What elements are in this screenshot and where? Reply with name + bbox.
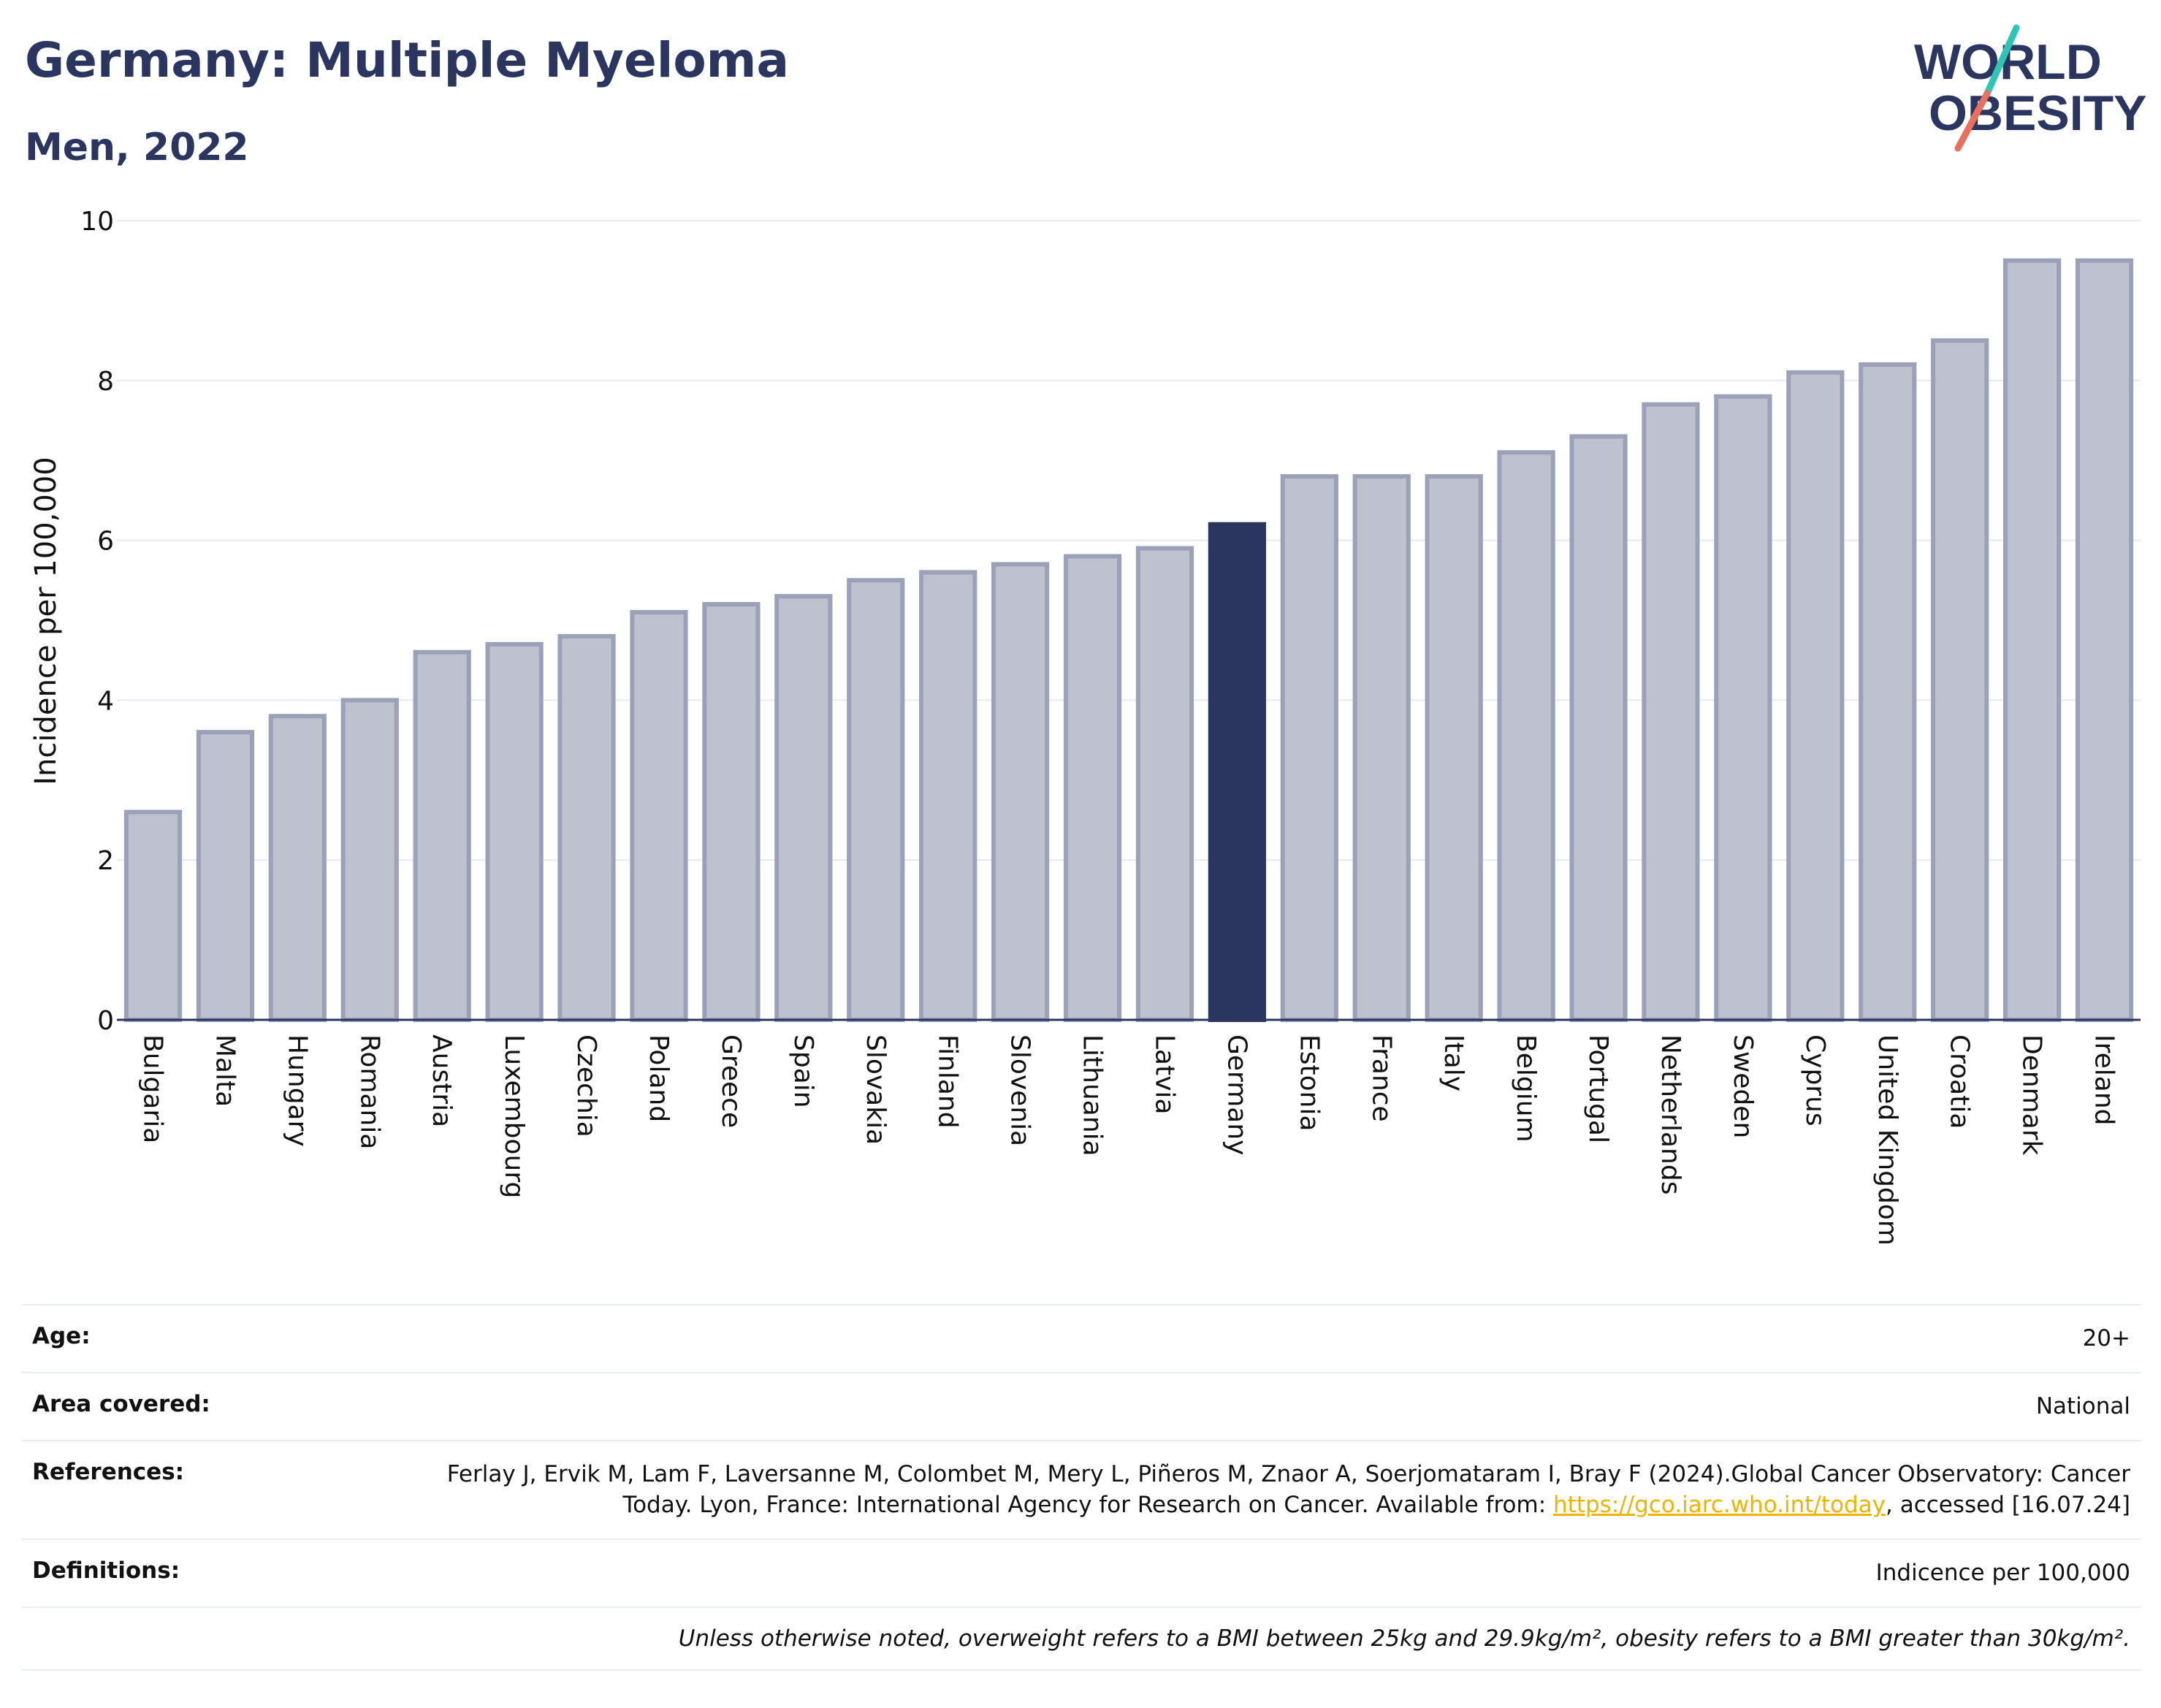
x-tick-label: Italy — [1438, 1034, 1468, 1091]
logo-slash-teal — [1983, 24, 2020, 97]
meta-row-area: Area covered: National — [22, 1371, 2141, 1440]
bar-italy — [1425, 474, 1483, 1022]
x-tick-label: Cyprus — [1800, 1034, 1830, 1126]
x-tick-label: Belgium — [1511, 1034, 1541, 1143]
x-tick-label: Germany — [1221, 1034, 1251, 1155]
bar-estonia — [1280, 474, 1338, 1022]
bar-sweden — [1714, 394, 1772, 1022]
chart-title: Germany: Multiple Myeloma — [25, 32, 789, 88]
bar-czechia — [557, 633, 616, 1022]
bar-hungary — [268, 714, 327, 1023]
y-tick-label: 8 — [97, 367, 114, 397]
references-label: References: — [32, 1458, 185, 1485]
x-tick-label: Poland — [644, 1034, 674, 1122]
y-tick-label: 6 — [97, 527, 114, 557]
x-axis-labels: Bulgaria Malta Hungary Romania Austria Luxemb… — [137, 1034, 2119, 1246]
x-tick-label: Croatia — [1945, 1034, 1975, 1129]
y-tick-label: 10 — [80, 207, 114, 237]
bar-finland — [919, 570, 977, 1022]
meta-row-age: Age: 20+ — [22, 1304, 2141, 1372]
logo-slash-coral — [1954, 90, 1991, 152]
bar-germany — [1208, 522, 1266, 1022]
x-tick-label: Hungary — [282, 1034, 312, 1147]
bar-united-kingdom — [1859, 362, 1917, 1023]
bar-france — [1352, 474, 1411, 1022]
x-tick-label: Slovakia — [861, 1034, 891, 1145]
meta-row-references: References: Ferlay J, Ervik M, Lam F, La… — [22, 1439, 2141, 1539]
y-tick-label: 2 — [97, 846, 114, 876]
bar-romania — [340, 698, 399, 1023]
references-accessed: , accessed [16.07.24] — [1885, 1492, 2130, 1519]
bar-austria — [413, 649, 471, 1022]
bar-slovenia — [991, 562, 1050, 1022]
bar-ireland — [2075, 258, 2134, 1023]
references-link[interactable]: https://gco.iarc.who.int/today — [1553, 1492, 1886, 1519]
bar-denmark — [2003, 258, 2062, 1023]
x-tick-label: Bulgaria — [137, 1034, 167, 1143]
bar-luxembourg — [485, 641, 544, 1022]
x-tick-label: Slovenia — [1005, 1034, 1035, 1146]
bar-cyprus — [1786, 370, 1845, 1022]
bar-chart: 0 2 4 6 8 10 Bulgaria Malta Hungary Romania Austr… — [29, 207, 2141, 1246]
bar-malta — [196, 730, 254, 1022]
y-tick-label: 4 — [97, 686, 114, 716]
bmi-note: Unless otherwise noted, overweight refer… — [678, 1625, 2130, 1652]
bar-portugal — [1569, 434, 1628, 1022]
y-axis-ticks: 0 2 4 6 8 10 — [80, 207, 114, 1036]
x-tick-label: Estonia — [1294, 1034, 1324, 1132]
x-tick-label: Malta — [210, 1034, 240, 1107]
area-value: National — [2035, 1392, 2130, 1419]
meta-row-definitions: Definitions: Indicence per 100,000 — [22, 1539, 2141, 1606]
definitions-value: Indicence per 100,000 — [1875, 1560, 2130, 1587]
bar-latvia — [1135, 546, 1194, 1022]
x-tick-label: Ireland — [2089, 1034, 2119, 1126]
bar-belgium — [1497, 450, 1555, 1022]
x-tick-label: Portugal — [1583, 1034, 1613, 1143]
age-value: 20+ — [2082, 1325, 2130, 1351]
x-tick-label: Austria — [427, 1034, 457, 1127]
bar-lithuania — [1063, 554, 1122, 1022]
y-tick-label: 0 — [97, 1006, 114, 1036]
bar-greece — [702, 602, 761, 1022]
x-tick-label: Greece — [716, 1034, 746, 1128]
definitions-label: Definitions: — [32, 1558, 180, 1585]
bar-spain — [774, 594, 833, 1022]
references-value: Ferlay J, Ervik M, Lam F, Laversanne M, … — [377, 1459, 2130, 1522]
bar-croatia — [1931, 338, 1989, 1023]
age-label: Age: — [32, 1323, 91, 1349]
bar-bulgaria — [123, 809, 183, 1023]
x-tick-label: Spain — [788, 1034, 818, 1108]
x-tick-label: Romania — [354, 1034, 384, 1149]
x-tick-label: Lithuania — [1078, 1034, 1108, 1156]
chart-subtitle: Men, 2022 — [25, 126, 249, 169]
x-tick-label: Latvia — [1149, 1034, 1179, 1115]
bar-slovakia — [847, 578, 905, 1022]
references-text: Ferlay J, Ervik M, Lam F, Laversanne M, … — [446, 1460, 2130, 1519]
x-tick-label: Denmark — [2017, 1034, 2047, 1156]
y-axis-label: Incidence per 100,000 — [29, 457, 63, 785]
metadata-table: Age: 20+ Area covered: National Referenc… — [22, 1304, 2141, 1671]
x-tick-label: United Kingdom — [1872, 1034, 1902, 1246]
meta-row-note: Unless otherwise noted, overweight refer… — [22, 1606, 2141, 1671]
x-tick-label: Luxembourg — [499, 1034, 529, 1198]
bar-poland — [630, 610, 688, 1022]
world-obesity-logo: WORLD OBESITY — [1914, 24, 2147, 152]
bars — [123, 258, 2134, 1023]
x-tick-label: Sweden — [1728, 1034, 1758, 1138]
x-tick-label: Czechia — [571, 1034, 601, 1137]
x-tick-label: Finland — [933, 1034, 963, 1129]
x-tick-label: France — [1366, 1034, 1396, 1122]
bar-netherlands — [1642, 402, 1700, 1022]
x-tick-label: Netherlands — [1655, 1034, 1685, 1194]
area-label: Area covered: — [32, 1390, 210, 1417]
